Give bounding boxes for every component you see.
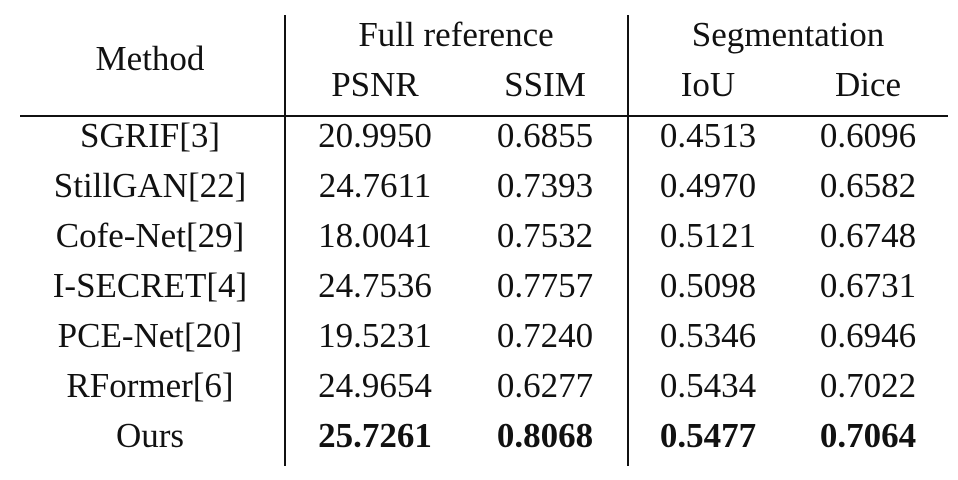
- value-cell: 0.5121: [660, 216, 756, 255]
- value-cell: 0.6855: [497, 116, 593, 155]
- value-cell: 0.6277: [497, 366, 593, 405]
- value-cell: 0.5434: [660, 366, 756, 405]
- method-cell: Cofe-Net[29]: [56, 216, 245, 255]
- value-cell: 20.9950: [318, 116, 432, 155]
- value-cell: 0.5098: [660, 266, 756, 305]
- method-header: Method: [96, 39, 205, 78]
- value-cell: 24.9654: [318, 366, 432, 405]
- value-cell: 0.6582: [820, 166, 916, 205]
- value-cell: 0.7022: [820, 366, 916, 405]
- value-cell: 0.5477: [660, 416, 756, 455]
- method-cell: I-SECRET[4]: [53, 266, 247, 305]
- method-cell: SGRIF[3]: [80, 116, 220, 155]
- method-cell: StillGAN[22]: [54, 166, 247, 205]
- value-cell: 0.8068: [497, 416, 593, 455]
- group-header: Full reference: [358, 15, 553, 54]
- value-cell: 24.7536: [318, 266, 432, 305]
- value-cell: 0.6748: [820, 216, 916, 255]
- value-cell: 0.6731: [820, 266, 916, 305]
- value-cell: 0.7064: [820, 416, 916, 455]
- column-header: Dice: [835, 65, 901, 104]
- value-cell: 0.7393: [497, 166, 593, 205]
- value-cell: 0.6946: [820, 316, 916, 355]
- value-cell: 18.0041: [318, 216, 432, 255]
- method-cell: Ours: [116, 416, 184, 455]
- value-cell: 0.7240: [497, 316, 593, 355]
- column-header: SSIM: [504, 65, 586, 104]
- method-cell: PCE-Net[20]: [58, 316, 243, 355]
- value-cell: 25.7261: [318, 416, 432, 455]
- value-cell: 0.4970: [660, 166, 756, 205]
- value-cell: 0.7532: [497, 216, 593, 255]
- column-header: PSNR: [331, 65, 419, 104]
- value-cell: 0.4513: [660, 116, 756, 155]
- value-cell: 0.5346: [660, 316, 756, 355]
- value-cell: 0.6096: [820, 116, 916, 155]
- group-header: Segmentation: [692, 15, 884, 54]
- value-cell: 19.5231: [318, 316, 432, 355]
- column-header: IoU: [681, 65, 735, 104]
- value-cell: 24.7611: [319, 166, 431, 205]
- method-cell: RFormer[6]: [66, 366, 233, 405]
- value-cell: 0.7757: [497, 266, 593, 305]
